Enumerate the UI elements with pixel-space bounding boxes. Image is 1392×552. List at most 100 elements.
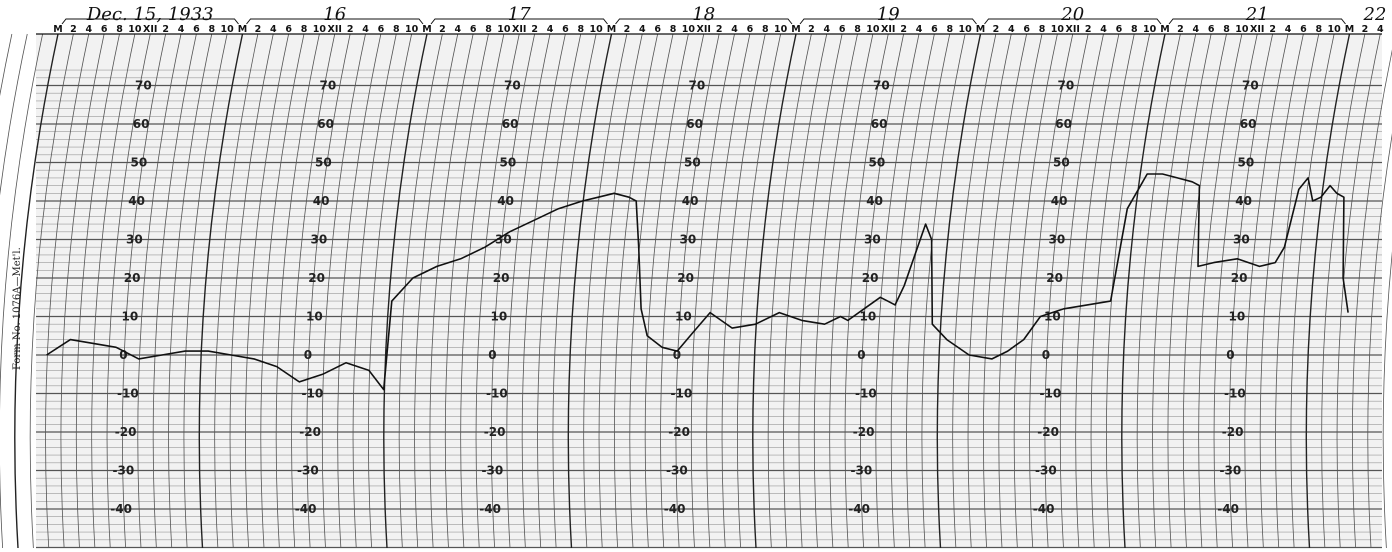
temperature-tick-label: 40 bbox=[128, 194, 145, 208]
temperature-tick-label: -30 bbox=[482, 464, 504, 478]
hour-label: 10 bbox=[313, 24, 327, 35]
grid-line-time bbox=[368, 33, 413, 549]
temperature-tick-label: -40 bbox=[1217, 502, 1239, 516]
hour-label: 6 bbox=[1300, 24, 1307, 35]
grid-line-time bbox=[690, 33, 735, 549]
grid-line-time bbox=[198, 33, 244, 549]
grid-line-time bbox=[1367, 133, 1392, 549]
grid-line-time bbox=[675, 33, 720, 549]
grid-line-time bbox=[0, 33, 13, 97]
temperature-tick-label: 10 bbox=[306, 310, 323, 324]
temperature-tick-label: -40 bbox=[295, 502, 317, 516]
grid-line-time bbox=[1059, 33, 1104, 549]
temperature-tick-label: 20 bbox=[124, 271, 141, 285]
hour-label: 2 bbox=[808, 24, 815, 35]
grid-line-time bbox=[245, 33, 290, 549]
temperature-scales: 70 60 50 40 30 20 10 0 -10 -20 -30 -40 70 60 50 40 30 20 1… bbox=[110, 79, 1258, 517]
grid-line-time bbox=[1290, 33, 1335, 549]
grid-line-time bbox=[1198, 33, 1243, 549]
hour-label: 4 bbox=[639, 24, 646, 35]
temperature-tick-label: 60 bbox=[686, 117, 703, 131]
hour-label: 10 bbox=[1143, 24, 1157, 35]
grid-line-time bbox=[429, 33, 474, 549]
hour-label: 4 bbox=[916, 24, 923, 35]
temperature-tick-label: 70 bbox=[1242, 79, 1259, 93]
temperature-tick-label: 40 bbox=[682, 194, 699, 208]
grid-line-time bbox=[783, 33, 828, 549]
temperature-tick-label: 10 bbox=[860, 310, 877, 324]
grid-line-time bbox=[275, 33, 320, 549]
hour-label: 10 bbox=[590, 24, 604, 35]
grid-line-time bbox=[1352, 49, 1392, 549]
hour-label: 4 bbox=[362, 24, 369, 35]
day-label: 22 bbox=[1363, 4, 1387, 25]
hour-label: M bbox=[976, 24, 985, 35]
hour-label: M bbox=[422, 24, 431, 35]
day-bracket bbox=[430, 18, 608, 25]
temperature-tick-label: 10 bbox=[1229, 310, 1246, 324]
hour-label: 2 bbox=[1269, 24, 1276, 35]
temperature-tick-label: 60 bbox=[1055, 117, 1072, 131]
grid-line-time bbox=[91, 33, 136, 549]
grid-line-time bbox=[798, 33, 843, 549]
hour-label: 10 bbox=[866, 24, 880, 35]
temperature-tick-label: -40 bbox=[479, 502, 501, 516]
hour-label: 8 bbox=[208, 24, 215, 35]
hour-label: 6 bbox=[1208, 24, 1215, 35]
temperature-tick-label: -30 bbox=[113, 464, 135, 478]
hour-label: 2 bbox=[439, 24, 446, 35]
grid-line-time bbox=[444, 33, 489, 549]
hour-label: 2 bbox=[716, 24, 723, 35]
grid-line-time bbox=[1382, 251, 1392, 549]
grid-line-time bbox=[352, 33, 397, 549]
temperature-tick-label: 0 bbox=[304, 348, 312, 362]
hour-label: 10 bbox=[497, 24, 511, 35]
hour-label: 6 bbox=[101, 24, 108, 35]
grid-line-time bbox=[183, 33, 228, 549]
temperature-tick-label: -10 bbox=[302, 387, 324, 401]
temperature-tick-label: 50 bbox=[315, 156, 332, 170]
grid-line-time bbox=[552, 33, 597, 549]
hour-label: 4 bbox=[547, 24, 554, 35]
hour-label: 4 bbox=[1285, 24, 1292, 35]
hour-label: 6 bbox=[285, 24, 292, 35]
grid-line-time bbox=[1044, 33, 1089, 549]
hour-label: 10 bbox=[221, 24, 235, 35]
day-label: Dec. 15, 1933 bbox=[86, 4, 214, 25]
grid-line-time bbox=[1013, 33, 1058, 549]
hour-label: 4 bbox=[1100, 24, 1107, 35]
hour-label: 6 bbox=[839, 24, 846, 35]
temperature-tick-label: 40 bbox=[497, 194, 514, 208]
hour-label: 2 bbox=[347, 24, 354, 35]
day-bracket bbox=[615, 18, 793, 25]
grid-line-time bbox=[906, 33, 951, 549]
temperature-tick-label: -10 bbox=[1224, 387, 1246, 401]
grid-line-time bbox=[952, 33, 997, 549]
hour-label: M bbox=[1345, 24, 1354, 35]
grid-line-time bbox=[306, 33, 351, 549]
grid-line-time bbox=[890, 33, 935, 549]
hour-label: 10 bbox=[682, 24, 696, 35]
grid-line-time bbox=[122, 33, 167, 549]
temperature-tick-label: 40 bbox=[1235, 194, 1252, 208]
temperature-tick-label: 0 bbox=[857, 348, 865, 362]
day-label: 17 bbox=[508, 4, 531, 25]
grid-line-time bbox=[875, 33, 920, 549]
temperature-tick-label: 50 bbox=[1238, 156, 1255, 170]
hour-label: 2 bbox=[162, 24, 169, 35]
hour-label: 10 bbox=[405, 24, 419, 35]
hour-label: XII bbox=[328, 24, 342, 35]
hour-label: 2 bbox=[70, 24, 77, 35]
grid-line-time bbox=[60, 33, 105, 549]
day-label: 16 bbox=[323, 4, 346, 25]
temperature-tick-label: -40 bbox=[1033, 502, 1055, 516]
day-bracket bbox=[1168, 18, 1346, 25]
temperature-tick-label: -10 bbox=[855, 387, 877, 401]
hour-label: 6 bbox=[378, 24, 385, 35]
grid-line-time bbox=[629, 33, 674, 549]
hour-label: 4 bbox=[1008, 24, 1015, 35]
temperature-tick-label: 40 bbox=[313, 194, 330, 208]
temperature-tick-label: 10 bbox=[675, 310, 692, 324]
